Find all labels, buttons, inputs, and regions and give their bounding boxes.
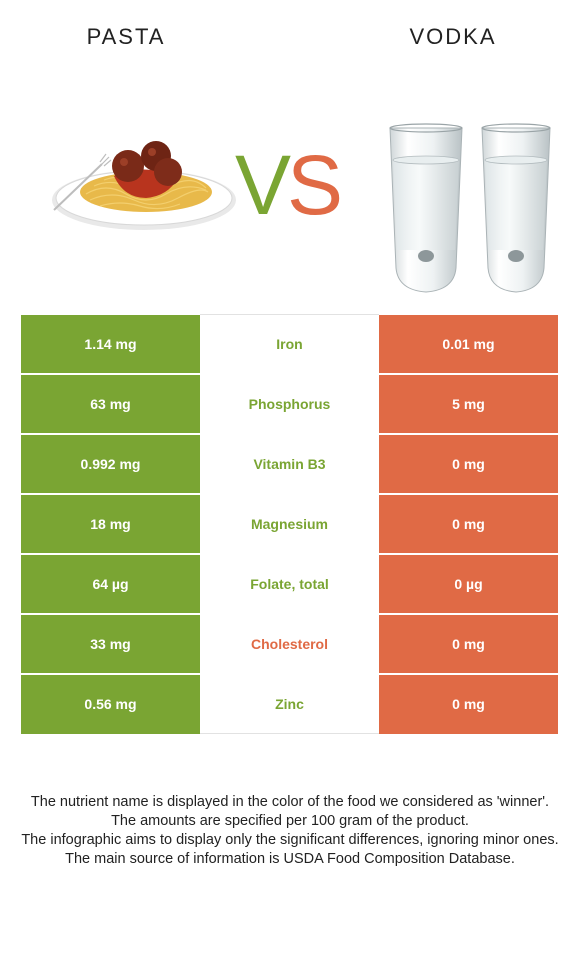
nutrient-name: Folate, total bbox=[200, 553, 379, 615]
table-row: 64 µg Folate, total 0 µg bbox=[21, 553, 558, 615]
left-food-value: 1.14 mg bbox=[21, 314, 200, 374]
right-food-value: 0 mg bbox=[379, 433, 558, 494]
left-food-value: 18 mg bbox=[21, 493, 200, 554]
footer-line-1: The nutrient name is displayed in the co… bbox=[30, 794, 550, 810]
right-food-value: 0 mg bbox=[379, 673, 558, 734]
vs-v-letter: V bbox=[234, 138, 291, 232]
vs-logo: VS bbox=[222, 140, 352, 230]
nutrient-name: Zinc bbox=[200, 673, 379, 734]
table-row: 63 mg Phosphorus 5 mg bbox=[21, 373, 558, 435]
shot-glass-left bbox=[389, 123, 463, 293]
nutrient-name: Cholesterol bbox=[200, 613, 379, 675]
nutrient-name: Magnesium bbox=[200, 493, 379, 555]
left-food-value: 0.992 mg bbox=[21, 433, 200, 494]
left-food-title: PASTA bbox=[86, 24, 166, 49]
shot-glass-right bbox=[481, 123, 551, 293]
vodka-shot-glasses-image bbox=[389, 123, 551, 293]
left-food-value: 63 mg bbox=[21, 373, 200, 434]
table-row: 0.992 mg Vitamin B3 0 mg bbox=[21, 433, 558, 495]
nutrient-name: Phosphorus bbox=[200, 373, 379, 435]
right-food-value: 0 µg bbox=[379, 553, 558, 614]
right-food-value: 0 mg bbox=[379, 493, 558, 554]
footer-line-3: The infographic aims to display only the… bbox=[21, 832, 559, 848]
left-food-value: 0.56 mg bbox=[21, 673, 200, 734]
nutrient-name: Vitamin B3 bbox=[200, 433, 379, 495]
right-food-title: VODKA bbox=[409, 24, 497, 49]
nutrient-comparison-table: 1.14 mg Iron 0.01 mg 63 mg Phosphorus 5 mg 0.9… bbox=[21, 314, 558, 734]
vs-s-letter: S bbox=[287, 138, 343, 232]
right-food-value: 0.01 mg bbox=[379, 314, 558, 374]
table-row: 18 mg Magnesium 0 mg bbox=[21, 493, 558, 555]
table-row: 0.56 mg Zinc 0 mg bbox=[21, 673, 558, 734]
footer-line-2: The amounts are specified per 100 gram o… bbox=[111, 813, 469, 829]
footer-line-4: The main source of information is USDA F… bbox=[65, 851, 515, 867]
spaghetti-meatballs-image bbox=[52, 141, 236, 230]
table-row: 1.14 mg Iron 0.01 mg bbox=[21, 314, 558, 375]
table-row: 33 mg Cholesterol 0 mg bbox=[21, 613, 558, 675]
right-food-value: 5 mg bbox=[379, 373, 558, 434]
left-food-value: 33 mg bbox=[21, 613, 200, 674]
nutrient-name: Iron bbox=[200, 314, 379, 375]
footer-notes: The nutrient name is displayed in the co… bbox=[20, 793, 560, 869]
right-food-value: 0 mg bbox=[379, 613, 558, 674]
left-food-value: 64 µg bbox=[21, 553, 200, 614]
